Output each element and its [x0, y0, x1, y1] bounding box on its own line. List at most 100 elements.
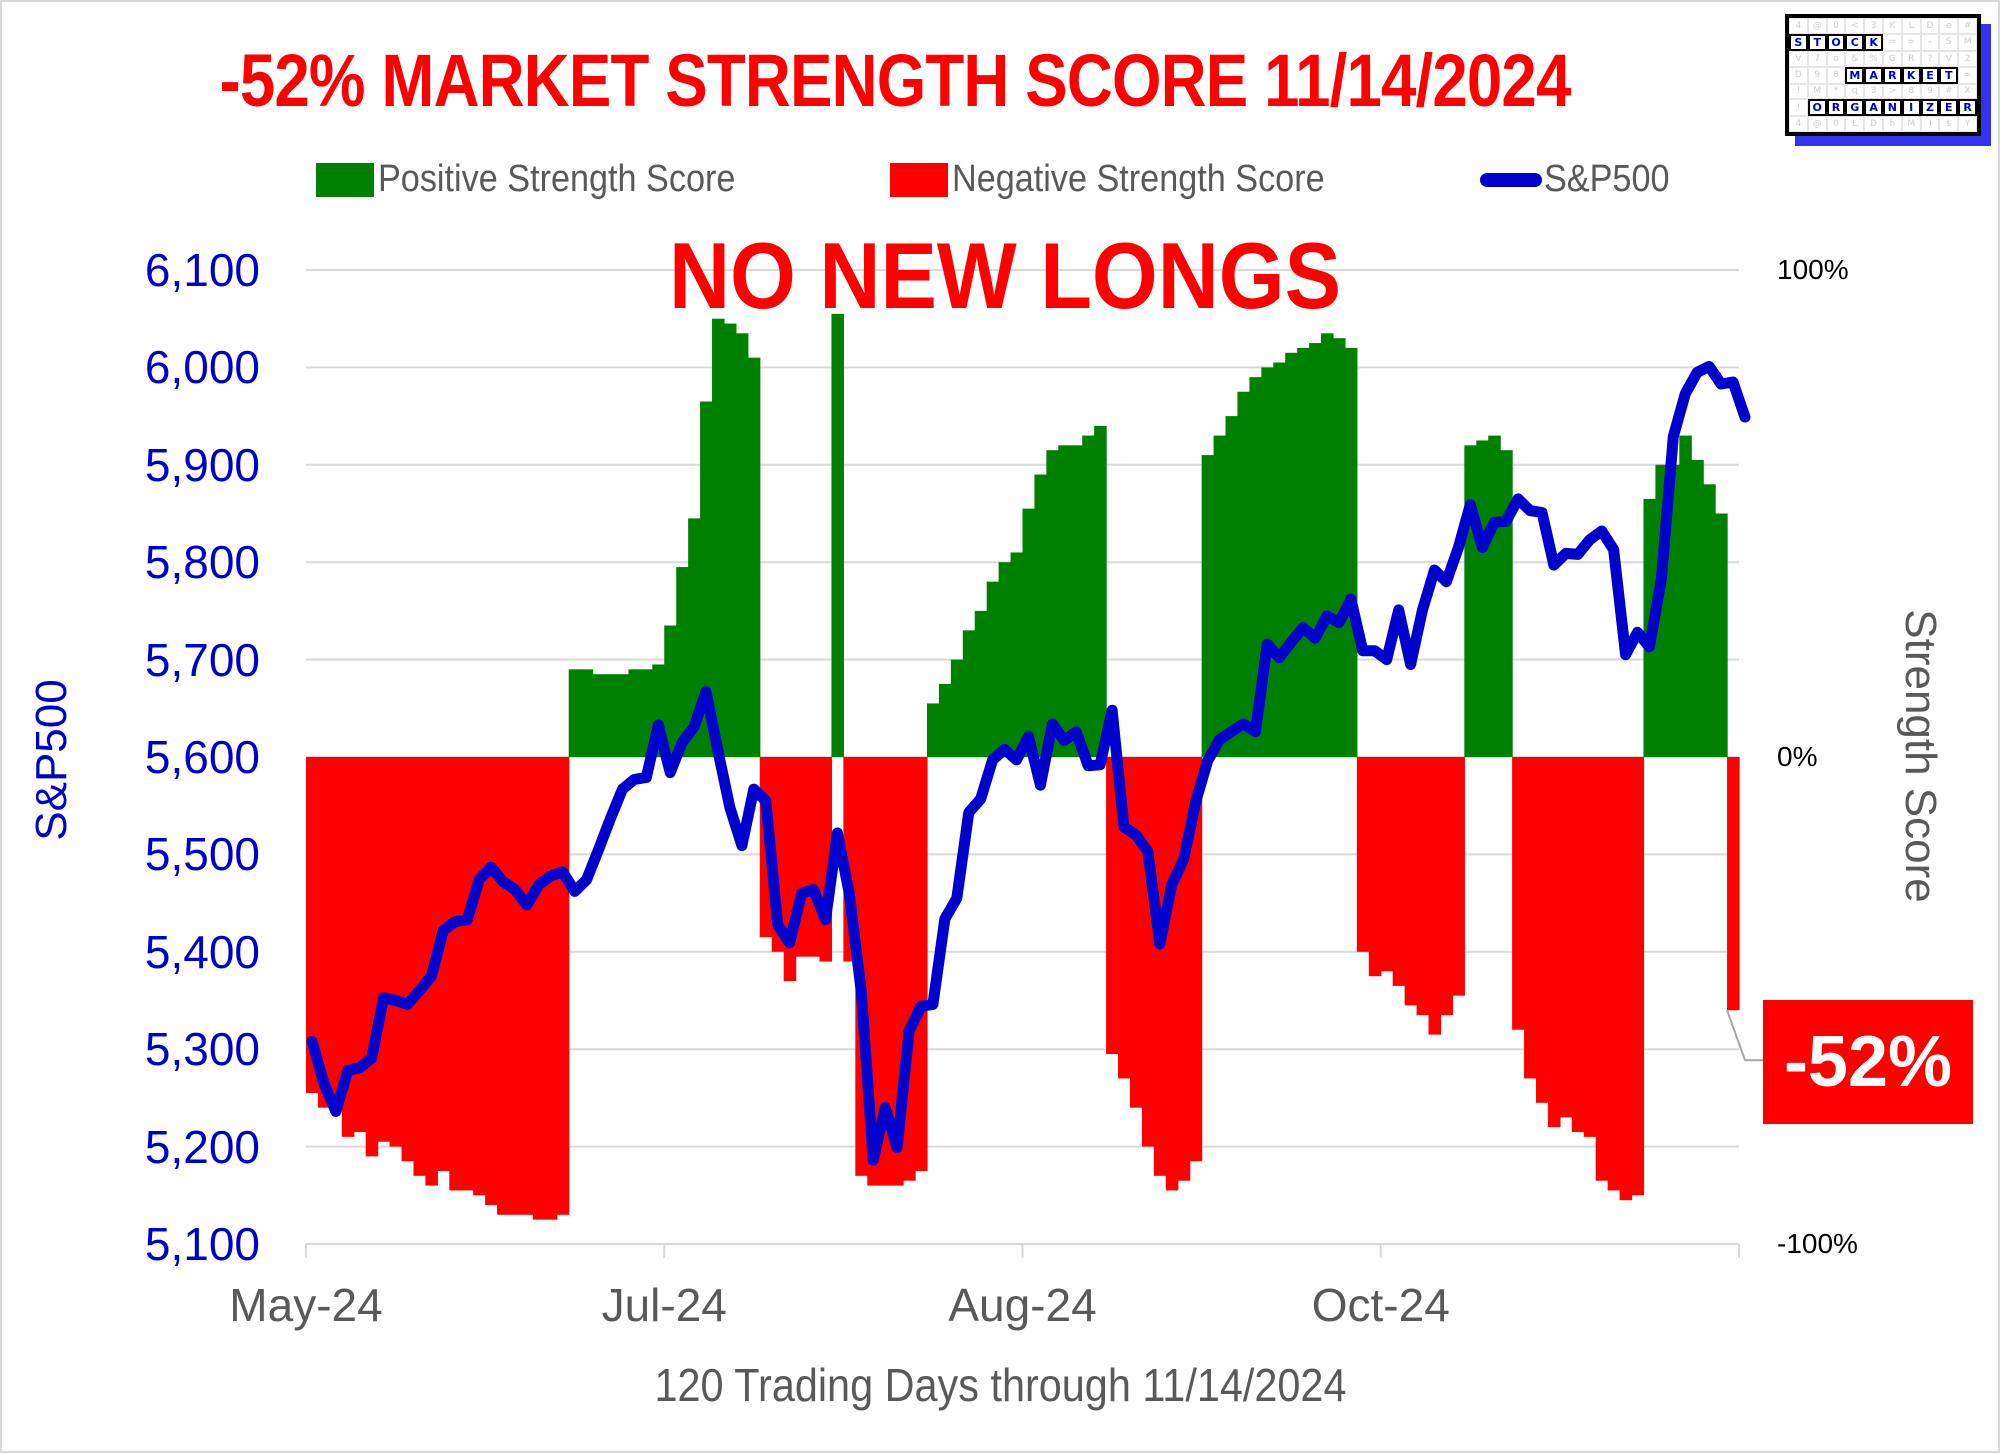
negative-bar [1106, 757, 1119, 1055]
negative-bar [556, 757, 570, 1215]
positive-bar [1201, 455, 1215, 757]
negative-bar [1141, 757, 1155, 1147]
negative-bar [353, 757, 367, 1132]
legend-item-positive: Positive Strength Score [316, 158, 775, 201]
positive-bar [1058, 445, 1071, 757]
logo-filler-cell: = [1901, 33, 1921, 51]
positive-bar [1488, 435, 1501, 757]
logo-filler-cell: D [1864, 116, 1883, 132]
positive-bar [1344, 347, 1358, 757]
negative-bar [389, 757, 403, 1147]
right-axis-tick-label: -100% [1777, 1228, 1858, 1259]
positive-bar [604, 674, 618, 757]
positive-bar [1464, 445, 1477, 757]
negative-bar [1380, 757, 1394, 972]
positive-bar [974, 610, 988, 757]
x-axis-tick-label: Aug-24 [948, 1279, 1097, 1331]
negative-bar [341, 757, 355, 1137]
logo-letter: M [1845, 66, 1865, 84]
negative-bar [1440, 757, 1453, 1016]
logo-letter: S [1789, 33, 1808, 51]
logo-filler-cell: X [1958, 83, 1977, 100]
positive-bar [592, 674, 606, 757]
positive-bar [735, 333, 749, 757]
logo-filler-cell: K [1882, 18, 1902, 34]
positive-bar [1237, 391, 1250, 757]
logo-filler-cell: V [1789, 50, 1808, 67]
negative-bar [306, 757, 319, 1094]
positive-bar [676, 567, 689, 757]
line-swatch-icon [1480, 172, 1542, 187]
logo-letter: N [1882, 99, 1902, 117]
positive-bar [1679, 435, 1692, 757]
negative-bar [1404, 757, 1418, 1006]
positive-bar [1010, 552, 1024, 757]
logo-filler-cell: e [1939, 18, 1959, 34]
logo-filler-cell: > [1882, 83, 1902, 100]
logo-letter: Z [1920, 99, 1940, 117]
logo-filler-cell: 4 [1789, 116, 1808, 132]
negative-bar [317, 757, 331, 1108]
positive-bar [712, 318, 725, 757]
positive-bar [1476, 440, 1489, 757]
logo-filler-cell: M [1958, 33, 1977, 51]
logo-filler-cell: L [1901, 18, 1921, 34]
negative-bar [807, 757, 821, 957]
positive-bar [1297, 347, 1310, 757]
negative-bar [915, 757, 928, 1171]
logo-letter: E [1939, 99, 1959, 117]
logo-filler-cell: < [1845, 18, 1865, 34]
negative-bar [1118, 757, 1131, 1079]
logo-filler-cell: h [1882, 116, 1902, 132]
negative-bar [1631, 757, 1645, 1196]
positive-bar [747, 357, 761, 757]
negative-bar [509, 757, 522, 1215]
latest-score-callout: -52% [1763, 1000, 1973, 1124]
logo-letter: K [1901, 66, 1921, 84]
logo-filler-cell: 3 [1864, 18, 1883, 34]
x-axis-tick-label: Jul-24 [601, 1279, 727, 1331]
negative-bar [1189, 757, 1203, 1162]
negative-bar [485, 757, 498, 1206]
left-axis-title: S&P500 [27, 679, 76, 841]
negative-bar [1619, 757, 1633, 1201]
positive-bar [723, 323, 737, 757]
logo-filler-cell: = [1958, 66, 1977, 84]
logo-letter: O [1826, 33, 1846, 51]
logo-filler-cell: ! [1789, 83, 1808, 100]
logo-filler-cell: @ [1807, 116, 1827, 132]
logo-filler-cell: 3 [1864, 83, 1883, 100]
left-axis-tick-label: 6,000 [144, 341, 260, 394]
positive-bar [1500, 450, 1513, 757]
positive-bar [628, 669, 641, 757]
negative-bar [544, 757, 558, 1220]
negative-bar [520, 757, 534, 1215]
legend: Positive Strength Score Negative Strengt… [0, 158, 2000, 208]
sp500-line [306, 360, 1751, 1166]
positive-bar [1082, 435, 1095, 757]
logo-filler-cell: = [1882, 33, 1902, 51]
x-axis-tick-label: May-24 [229, 1279, 383, 1331]
negative-bar [461, 757, 474, 1191]
x-axis-title-text: 120 Trading Days through 11/14/2024 [653, 1359, 1347, 1411]
logo-filler-cell: o [1826, 50, 1846, 67]
logo-filler-cell: # [1958, 18, 1977, 34]
logo-letter: R [1882, 66, 1902, 84]
x-axis-title: 120 Trading Days through 11/14/2024 [0, 1358, 2000, 1412]
positive-bar [688, 518, 701, 757]
logo-filler-cell: * [1826, 83, 1846, 100]
negative-bar [377, 757, 391, 1142]
negative-bar [1356, 757, 1370, 952]
positive-bar [1249, 377, 1262, 757]
positive-bar [1309, 343, 1322, 757]
positive-bar [1332, 338, 1346, 757]
logo-filler-cell: $ [1939, 116, 1959, 132]
logo-filler-cell: 8 [1826, 66, 1846, 84]
negative-bar [1452, 757, 1465, 996]
logo-filler-cell: D [1789, 66, 1808, 84]
positive-bar [1034, 474, 1047, 757]
negative-bar [1512, 757, 1525, 1030]
logo-filler-cell: ) [1920, 116, 1940, 132]
positive-bar [580, 669, 594, 757]
right-axis-title: Strength Score [1896, 609, 1945, 903]
